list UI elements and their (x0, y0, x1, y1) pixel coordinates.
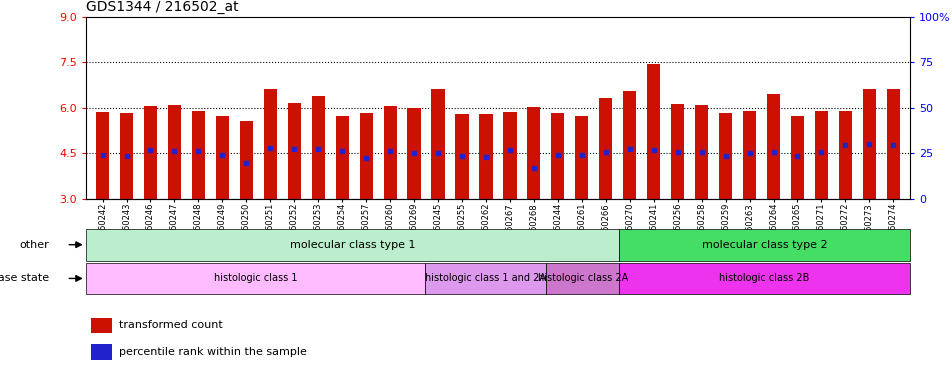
Bar (90, 345, 111, 360)
Bar (335, 116, 348, 199)
Bar (431, 89, 445, 199)
Bar (694, 105, 707, 199)
Bar (240, 121, 252, 199)
Bar (526, 107, 540, 199)
Bar (455, 114, 468, 199)
Bar (670, 104, 684, 199)
Bar (90, 318, 111, 333)
Bar (599, 98, 612, 199)
Bar (646, 64, 660, 199)
Bar (144, 106, 157, 199)
Bar (264, 89, 277, 199)
Text: transformed count: transformed count (119, 320, 223, 330)
Text: disease state: disease state (0, 273, 50, 284)
Bar (619, 262, 909, 294)
Bar (838, 111, 851, 199)
Bar (120, 113, 133, 199)
Bar (311, 96, 325, 199)
Text: molecular class type 1: molecular class type 1 (289, 240, 415, 250)
Bar (790, 116, 803, 199)
Bar (215, 116, 228, 199)
Bar (814, 111, 827, 199)
Bar (862, 89, 875, 199)
Text: histologic class 2A: histologic class 2A (537, 273, 627, 284)
Bar (168, 105, 181, 199)
Bar (550, 113, 564, 199)
Bar (575, 116, 587, 199)
Bar (766, 94, 780, 199)
Text: histologic class 2B: histologic class 2B (719, 273, 809, 284)
Bar (619, 229, 909, 261)
Bar (407, 108, 420, 199)
Bar (479, 114, 492, 199)
Bar (96, 112, 109, 199)
Bar (743, 111, 755, 199)
Bar (718, 113, 731, 199)
Bar (545, 262, 619, 294)
Bar (623, 91, 636, 199)
Bar (288, 103, 301, 199)
Text: molecular class type 2: molecular class type 2 (701, 240, 826, 250)
Bar (383, 106, 396, 199)
Bar (86, 229, 619, 261)
Bar (885, 89, 899, 199)
Text: percentile rank within the sample: percentile rank within the sample (119, 347, 307, 357)
Bar (425, 262, 545, 294)
Bar (359, 113, 372, 199)
Bar (86, 262, 425, 294)
Bar (503, 112, 516, 199)
Text: other: other (20, 240, 50, 250)
Text: GDS1344 / 216502_at: GDS1344 / 216502_at (86, 0, 238, 15)
Bar (191, 111, 205, 199)
Text: histologic class 1 and 2A: histologic class 1 and 2A (425, 273, 545, 284)
Text: histologic class 1: histologic class 1 (213, 273, 297, 284)
